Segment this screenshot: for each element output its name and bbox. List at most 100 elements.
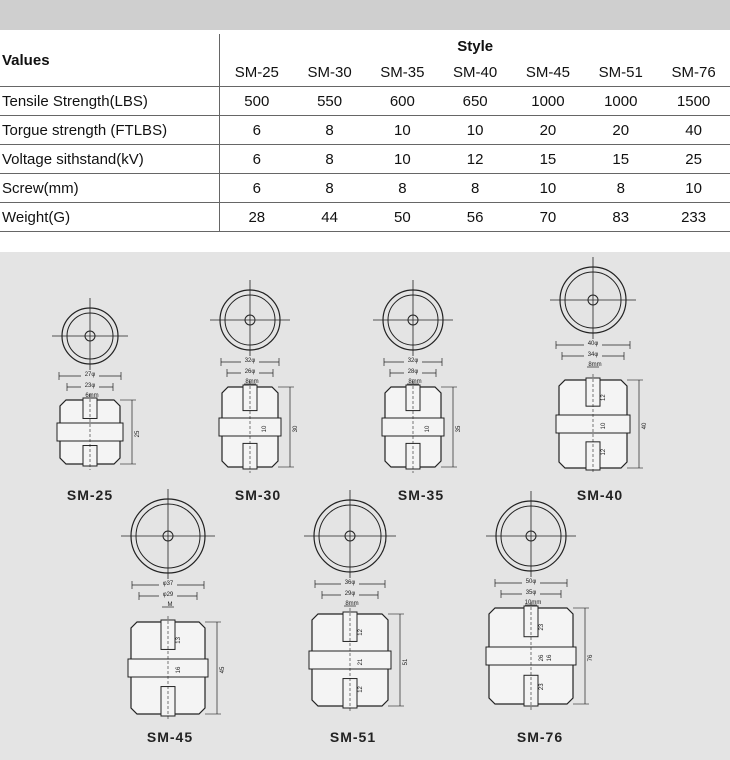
insulator-drawing-sm-51: 36φ 29φ 8mm 51 12 21 12 SM-51: [304, 490, 409, 745]
top-banner: [0, 0, 730, 30]
drawing-caption: SM-35: [398, 487, 444, 503]
screw-label: 8mm: [345, 601, 358, 607]
row-label: Tensile Strength(LBS): [0, 86, 220, 116]
table-header-row-1: Values Style: [0, 34, 730, 87]
table-cell: 1000: [511, 86, 585, 116]
height-label: 40: [642, 422, 648, 429]
inner-diameter-label: 26φ: [245, 369, 256, 375]
table-cell: 10: [365, 144, 439, 174]
screw-label: 8mm: [408, 379, 421, 385]
lower-dimension-label: 23: [539, 683, 545, 690]
drawing-caption: SM-45: [147, 729, 193, 745]
screw-label: 8mm: [588, 362, 601, 368]
table-cell: 10: [511, 173, 585, 203]
bottom-insert: [523, 674, 539, 707]
row-label: Torgue strength (FTLBS): [0, 115, 220, 145]
side-dimension-label: 10: [262, 425, 268, 432]
style-col-header: SM-40: [438, 58, 512, 87]
height-label: 45: [220, 666, 226, 673]
table-cell: 8: [293, 115, 366, 145]
row-label: Screw(mm): [0, 173, 220, 203]
top-insert: [342, 611, 358, 642]
outer-diameter-label: 27φ: [85, 372, 96, 378]
style-col-header: SM-76: [657, 58, 730, 87]
label-bg: [404, 367, 422, 374]
technical-drawings: 27φ 23φ 6mm 25 SM-25 32φ 26φ 8mm 30 10 SM-30 32φ 28φ…: [52, 257, 648, 745]
outer-diameter-label: 32φ: [408, 358, 419, 364]
lower-dimension-label: 12: [601, 448, 607, 455]
style-col-header: SM-35: [365, 58, 439, 87]
drawing-caption: SM-40: [577, 487, 623, 503]
upper-dimension-label: 23: [539, 623, 545, 630]
label-bg: [584, 350, 602, 357]
table-cell: 1500: [657, 86, 730, 116]
outer-diameter-label: 36φ: [345, 580, 356, 586]
table-cell: 40: [657, 115, 730, 145]
style-col-header: SM-25: [219, 58, 294, 87]
insulator-drawing-sm-25: 27φ 23φ 6mm 25 SM-25: [52, 298, 141, 503]
table-cell: 10: [657, 173, 730, 203]
table-cell: 550: [293, 86, 366, 116]
table-cell: 12: [438, 144, 512, 174]
height-label: 76: [588, 654, 594, 661]
table-cell: 44: [293, 202, 366, 232]
table-cell: 15: [584, 144, 658, 174]
screw-label: 8mm: [245, 379, 258, 385]
table-cell: 500: [219, 86, 294, 116]
screw-label: 10mm: [525, 600, 542, 606]
top-insert: [523, 605, 539, 638]
table-cell: 10: [365, 115, 439, 145]
table-row: Weight(G) 28 44 50 56 70 83 233: [0, 202, 730, 232]
table-cell: 600: [365, 86, 439, 116]
height-label: 25: [135, 430, 141, 437]
height-label: 35: [456, 425, 462, 432]
row-label: Weight(G): [0, 202, 220, 232]
inner-diameter-label: φ29: [163, 592, 174, 598]
label-bg: [81, 370, 99, 377]
mid-dimension-label: 26: [539, 654, 545, 661]
inner-diameter-label: 28φ: [408, 369, 419, 375]
table-cell: 233: [657, 202, 730, 232]
label-bg: [341, 589, 359, 596]
table-cell: 6: [219, 173, 294, 203]
table-cell: 8: [293, 173, 366, 203]
table-cell: 28: [219, 202, 294, 232]
label-bg: [81, 381, 99, 388]
table-cell: 8: [584, 173, 658, 203]
drawing-caption: SM-25: [67, 487, 113, 503]
insulator-drawing-sm-30: 32φ 26φ 8mm 30 10 SM-30: [210, 280, 299, 503]
top-insert: [160, 619, 176, 650]
screw-label: M: [168, 602, 173, 608]
table-row: Tensile Strength(LBS) 500 550 600 650 10…: [0, 86, 730, 116]
label-bg: [241, 367, 259, 374]
values-header: Values: [0, 34, 220, 87]
drawings-panel: 27φ 23φ 6mm 25 SM-25 32φ 26φ 8mm 30 10 SM-30 32φ 28φ…: [0, 252, 730, 760]
inner-diameter-label: 34φ: [588, 352, 599, 358]
table-cell: 15: [511, 144, 585, 174]
drawing-caption: SM-30: [235, 487, 281, 503]
label-bg: [584, 339, 602, 346]
insulator-drawing-sm-76: 50φ 35φ 10mm 76 23 26 16 23 SM-76: [485, 491, 594, 745]
table-row: Torgue strength (FTLBS) 6 8 10 10 20 20 …: [0, 115, 730, 145]
upper-dimension-label: 12: [358, 628, 364, 635]
label-bg: [241, 356, 259, 363]
mid-dimension-label: 21: [358, 658, 364, 665]
table-cell: 10: [438, 115, 512, 145]
table-cell: 8: [293, 144, 366, 174]
table-cell: 8: [438, 173, 512, 203]
table-row: Screw(mm) 6 8 8 8 10 8 10: [0, 173, 730, 203]
table-cell: 650: [438, 86, 512, 116]
outer-diameter-label: 32φ: [245, 358, 256, 364]
table-cell: 56: [438, 202, 512, 232]
insulator-drawing-sm-40: 40φ 34φ 8mm 40 12 10 12 SM-40: [550, 257, 648, 503]
inner-diameter-label: 35φ: [526, 590, 537, 596]
outer-diameter-label: φ37: [163, 581, 174, 587]
height-label: 51: [403, 658, 409, 665]
top-insert: [82, 397, 98, 419]
label-bg: [159, 590, 177, 597]
label-bg: [522, 588, 540, 595]
upper-dimension-label: 12: [601, 394, 607, 401]
table-row: Voltage sithstand(kV) 6 8 10 12 15 15 25: [0, 144, 730, 174]
side-dimension-label: 10: [425, 425, 431, 432]
mid-dimension-label: 10: [601, 422, 607, 429]
